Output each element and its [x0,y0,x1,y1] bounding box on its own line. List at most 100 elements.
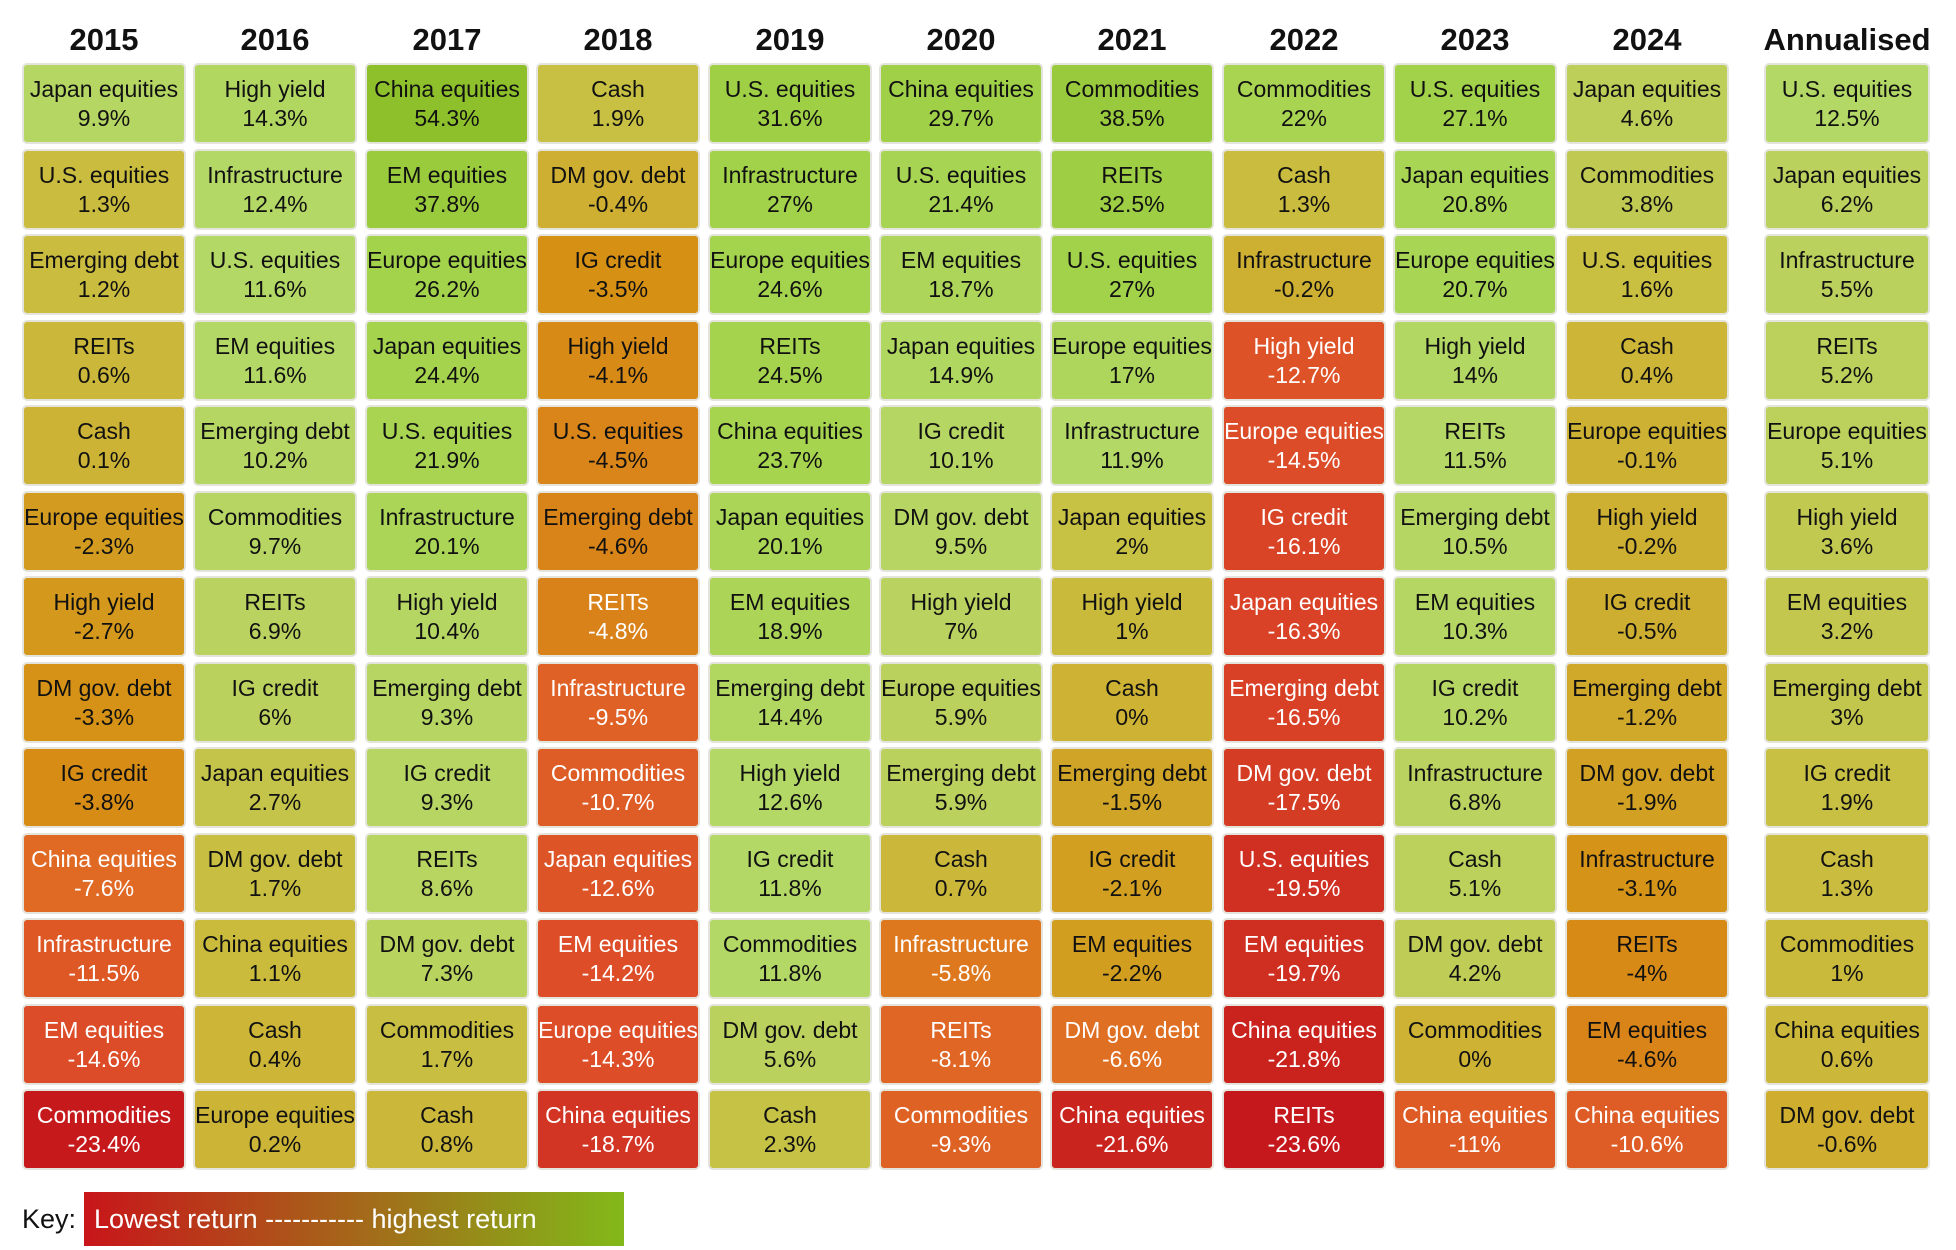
return-cell: Japan equities 9.9% [22,63,186,144]
asset-class-label: IG credit [917,417,1005,444]
return-value-label: 5.5% [1820,275,1874,302]
asset-class-label: IG credit [1431,674,1519,701]
return-cell: DM gov. debt 9.5% [879,491,1043,572]
return-cell: IG credit 1.9% [1764,747,1930,828]
key-gradient-bar: Lowest return ----------- highest return [84,1192,625,1246]
asset-class-label: Infrastructure [722,161,858,188]
return-value-label: -19.7% [1267,959,1341,986]
return-cell: Infrastructure -3.1% [1565,833,1729,914]
year-header-2016: 2016 [240,22,310,57]
asset-class-label: EM equities [1786,588,1908,615]
return-cell: U.S. equities -19.5% [1222,833,1386,914]
asset-class-label: Europe equities [1052,332,1212,359]
return-value-label: -11% [1449,1130,1501,1157]
return-cell: Emerging debt -1.2% [1565,662,1729,743]
asset-class-label: U.S. equities [1238,845,1370,872]
return-value-label: 10.4% [414,617,480,644]
return-value-label: -2.7% [73,617,135,644]
return-value-label: 1% [1830,959,1864,986]
return-value-label: 11.8% [758,874,822,901]
asset-class-label: Cash [1820,845,1874,872]
return-cell: Japan equities -16.3% [1222,576,1386,657]
return-value-label: 14% [1451,361,1499,388]
return-value-label: 18.7% [928,275,994,302]
asset-class-label: Infrastructure [1579,845,1715,872]
return-value-label: -11.5% [68,959,140,986]
asset-class-label: Infrastructure [36,930,172,957]
asset-class-label: Infrastructure [1407,759,1543,786]
return-value-label: 0.8% [420,1130,474,1157]
return-cell: Commodities 9.7% [193,491,357,572]
asset-class-label: High yield [739,759,841,786]
asset-class-label: U.S. equities [38,161,170,188]
asset-class-label: China equities [1402,1101,1548,1128]
return-cell: REITs -23.6% [1222,1089,1386,1170]
return-cell: China equities -7.6% [22,833,186,914]
return-value-label: -4.6% [1616,1045,1678,1072]
return-cell: REITs 5.2% [1764,320,1930,401]
asset-class-label: Japan equities [200,759,350,786]
return-value-label: -8.1% [930,1045,992,1072]
return-value-label: -23.6% [1267,1130,1341,1157]
return-value-label: -3.8% [73,788,135,815]
asset-class-label: U.S. equities [1066,246,1198,273]
asset-class-label: DM gov. debt [722,1016,858,1043]
return-value-label: 1.2% [77,275,131,302]
return-value-label: -9.5% [587,703,649,730]
return-value-label: 8.6% [420,874,474,901]
return-cell: China equities 1.1% [193,918,357,999]
asset-class-label: Commodities [379,1016,515,1043]
asset-class-label: Infrastructure [1779,246,1915,273]
return-cell: Cash 5.1% [1393,833,1557,914]
return-value-label: 0.2% [248,1130,302,1157]
return-value-label: 14.3% [242,104,308,131]
return-value-label: 37.8% [414,190,480,217]
asset-class-label: Europe equities [710,246,870,273]
asset-class-label: EM equities [43,1016,165,1043]
asset-class-label: High yield [396,588,498,615]
asset-class-label: Cash [420,1101,474,1128]
return-value-label: 5.6% [763,1045,817,1072]
asset-class-label: Commodities [550,759,686,786]
asset-class-label: Emerging debt [200,417,350,444]
return-cell: Europe equities -2.3% [22,491,186,572]
asset-class-label: DM gov. debt [36,674,172,701]
asset-class-label: Cash [763,1101,817,1128]
return-cell: Infrastructure 20.1% [365,491,529,572]
return-cell: Emerging debt 10.2% [193,405,357,486]
return-cell: Europe equities -0.1% [1565,405,1729,486]
asset-class-label: DM gov. debt [1064,1016,1200,1043]
return-value-label: -3.5% [587,275,649,302]
return-value-label: 0.1% [77,446,131,473]
asset-class-label: Infrastructure [550,674,686,701]
return-cell: DM gov. debt 5.6% [708,1004,872,1085]
return-cell: Europe equities 0.2% [193,1089,357,1170]
asset-class-label: U.S. equities [381,417,513,444]
return-value-label: 24.5% [757,361,823,388]
return-value-label: 5.2% [1820,361,1874,388]
return-cell: Japan equities 24.4% [365,320,529,401]
asset-class-label: Europe equities [538,1016,698,1043]
return-cell: High yield 12.6% [708,747,872,828]
asset-class-label: Commodities [1407,1016,1543,1043]
asset-class-label: High yield [910,588,1012,615]
return-value-label: 10.3% [1442,617,1508,644]
return-cell: China equities -10.6% [1565,1089,1729,1170]
return-cell: U.S. equities 21.9% [365,405,529,486]
return-value-label: -0.4% [587,190,649,217]
return-value-label: 1.6% [1620,275,1674,302]
return-value-label: -0.5% [1616,617,1678,644]
return-cell: U.S. equities 11.6% [193,234,357,315]
return-cell: EM equities 10.3% [1393,576,1557,657]
asset-class-label: Europe equities [1224,417,1384,444]
return-cell: Commodities 11.8% [708,918,872,999]
asset-class-label: China equities [1574,1101,1720,1128]
asset-class-label: High yield [1081,588,1183,615]
year-header-2019: 2019 [755,22,825,57]
return-cell: Europe equities -14.5% [1222,405,1386,486]
asset-class-label: REITs [73,332,135,359]
return-cell: High yield 14% [1393,320,1557,401]
return-cell: Commodities -9.3% [879,1089,1043,1170]
return-value-label: 9.9% [77,104,131,131]
return-value-label: 2% [1115,532,1149,559]
